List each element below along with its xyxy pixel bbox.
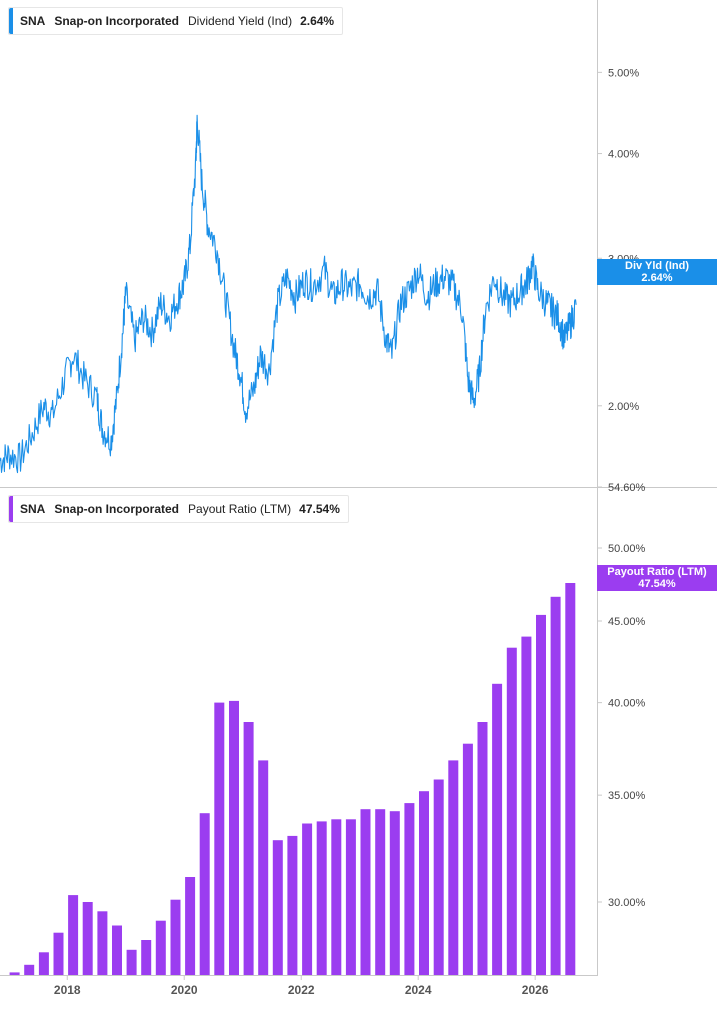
- legend-metric: Payout Ratio (LTM): [188, 502, 292, 516]
- legend-dividend-yield: SNA Snap-on Incorporated Dividend Yield …: [8, 7, 344, 35]
- payout-ratio-bar: [141, 940, 152, 975]
- legend-ticker: SNA: [20, 502, 46, 516]
- legend-value: 47.54%: [299, 502, 340, 516]
- payout-ratio-bar: [24, 964, 35, 975]
- payout-ratio-bar: [53, 932, 64, 975]
- y-tick-label: 5.00%: [608, 67, 639, 79]
- payout-ratio-bar: [258, 760, 269, 975]
- y-tick-label: 4.00%: [608, 149, 639, 161]
- dividend-yield-line: [0, 114, 577, 474]
- payout-ratio-bar: [316, 821, 327, 975]
- payout-ratio-bar: [462, 743, 473, 975]
- x-axis: 2018 2020 2022 2024 2026: [54, 975, 549, 997]
- payout-ratio-bar: [492, 683, 503, 975]
- y-tick-label: 2.00%: [608, 401, 639, 413]
- legend-payout-ratio: SNA Snap-on Incorporated Payout Ratio (L…: [8, 495, 349, 523]
- payout-ratio-bar: [229, 700, 239, 975]
- flag-value: 47.54%: [638, 578, 676, 590]
- flag-label: Payout Ratio (LTM): [607, 566, 707, 578]
- x-tick-label: 2018: [54, 983, 81, 997]
- payout-ratio-bar: [82, 902, 93, 975]
- y-tick-label: 35.00%: [608, 790, 646, 802]
- payout-ratio-bar: [155, 920, 166, 975]
- payout-ratio-bar: [199, 813, 210, 975]
- payout-ratio-value-flag: Payout Ratio (LTM) 47.54%: [597, 565, 717, 591]
- legend-color-swatch: [9, 496, 13, 522]
- payout-ratio-bar: [170, 899, 181, 975]
- y-tick-label: 30.00%: [608, 897, 646, 909]
- payout-ratio-bar: [112, 925, 122, 975]
- legend-company: Snap-on Incorporated: [54, 14, 180, 28]
- payout-ratio-bar: [272, 840, 283, 975]
- payout-ratio-bar: [243, 722, 254, 975]
- x-tick-label: 2024: [405, 983, 432, 997]
- payout-ratio-bar: [97, 911, 108, 975]
- payout-ratio-bar: [565, 583, 576, 975]
- payout-ratio-bar: [375, 809, 386, 975]
- legend-ticker: SNA: [20, 14, 46, 28]
- payout-ratio-bar: [389, 811, 400, 975]
- payout-ratio-bar: [38, 952, 49, 975]
- payout-ratio-bar: [9, 972, 20, 975]
- payout-ratio-bar: [287, 835, 298, 975]
- y-tick-label: 40.00%: [608, 698, 646, 710]
- y-tick-label: 50.00%: [608, 543, 646, 555]
- y-tick-label: 54.60%: [608, 482, 646, 494]
- x-tick-label: 2022: [288, 983, 315, 997]
- payout-ratio-bar: [433, 779, 444, 975]
- payout-ratio-bar: [185, 877, 196, 975]
- payout-ratio-bar: [360, 809, 371, 975]
- payout-ratio-panel: 54.60% 50.00% 45.00% 40.00% 35.00% 30.00%: [9, 482, 646, 975]
- dividend-yield-value-flag: Div Yld (Ind) 2.64%: [597, 259, 717, 285]
- payout-ratio-bar: [331, 819, 342, 975]
- payout-ratio-bar: [404, 803, 415, 975]
- legend-value: 2.64%: [300, 14, 335, 28]
- x-tick-label: 2026: [522, 983, 549, 997]
- payout-ratio-bar: [345, 819, 356, 975]
- payout-ratio-bar: [536, 614, 546, 975]
- dividend-yield-panel: 5.00%4.00%3.00%2.00%: [0, 67, 639, 474]
- payout-ratio-bar: [550, 596, 561, 975]
- legend-color-swatch: [9, 8, 13, 34]
- legend-metric: Dividend Yield (Ind): [188, 14, 293, 28]
- flag-value: 2.64%: [641, 272, 673, 284]
- payout-ratio-bar: [68, 895, 79, 975]
- payout-ratio-bar: [521, 636, 532, 975]
- y-tick-label: 45.00%: [608, 616, 646, 628]
- payout-ratio-bar: [214, 702, 225, 975]
- x-tick-label: 2020: [171, 983, 198, 997]
- legend-company: Snap-on Incorporated: [54, 502, 180, 516]
- payout-ratio-bar: [448, 760, 459, 975]
- payout-ratio-bar: [419, 791, 429, 975]
- payout-ratio-bar: [477, 722, 488, 975]
- payout-ratio-bar: [302, 823, 313, 975]
- payout-ratio-bar: [506, 647, 517, 975]
- flag-label: Div Yld (Ind): [625, 260, 689, 272]
- payout-ratio-bar: [126, 949, 137, 975]
